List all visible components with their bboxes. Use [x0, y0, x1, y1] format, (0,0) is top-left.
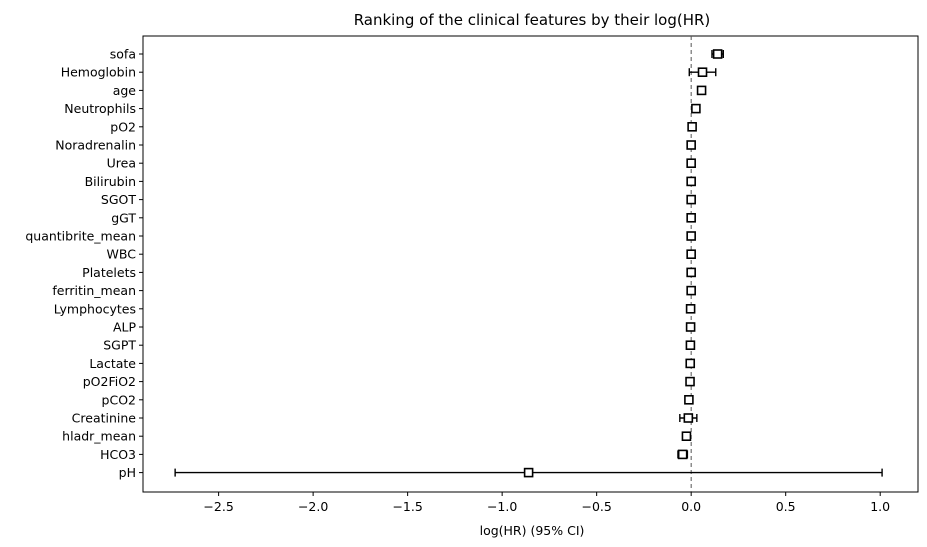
chart-title: Ranking of the clinical features by thei… — [354, 11, 711, 29]
estimate-marker-pO2 — [687, 122, 697, 132]
estimate-marker-Neutrophils — [691, 103, 701, 114]
estimate-marker-pO2FiO2 — [685, 376, 695, 387]
estimate-marker-Platelets — [686, 267, 696, 278]
y-tick-label-Neutrophils: Neutrophils — [64, 101, 136, 116]
x-tick-label: 0.0 — [681, 499, 701, 514]
estimate-marker-ALP — [685, 322, 696, 332]
estimate-marker-WBC — [686, 249, 696, 259]
x-tick-label: 1.0 — [870, 499, 890, 514]
y-tick-label-Lymphocytes: Lymphocytes — [54, 301, 136, 316]
estimate-marker-Lymphocytes — [685, 303, 696, 314]
x-tick-label: 0.5 — [776, 499, 796, 514]
y-tick-label-ALP: ALP — [113, 320, 137, 335]
y-tick-label-pH: pH — [119, 465, 136, 480]
estimate-marker-pCO2 — [684, 394, 694, 405]
x-tick-label: −2.5 — [203, 499, 233, 514]
estimate-marker-ferritin_mean — [686, 285, 696, 296]
plot-area: −2.5 −2.0 −1.5 −1.0 −0.5 0.0 0.5 1.0 sofa Hemoglo… — [25, 35, 919, 514]
y-tick-label-Urea: Urea — [107, 156, 136, 171]
x-tick-label: −1.0 — [487, 499, 517, 514]
estimate-marker-SGPT — [685, 340, 696, 351]
y-tick-label-pO2: pO2 — [110, 119, 136, 134]
estimate-marker-Bilirubin — [686, 176, 696, 187]
x-tick-label: −2.0 — [298, 499, 328, 514]
y-tick-label-Platelets: Platelets — [82, 265, 136, 280]
y-tick-label-Hemoglobin: Hemoglobin — [61, 65, 136, 80]
estimate-marker-Noradrenalin — [686, 140, 696, 150]
estimate-marker-HCO3 — [677, 449, 688, 460]
y-tick-label-ferritin_mean: ferritin_mean — [52, 283, 136, 298]
plot-frame — [142, 35, 919, 493]
estimate-marker-Hemoglobin — [697, 67, 708, 77]
y-tick-label-Creatinine: Creatinine — [72, 411, 137, 426]
estimate-marker-quantibrite_mean — [686, 231, 696, 241]
x-tick-label: −1.5 — [392, 499, 422, 514]
y-tick-label-pO2FiO2: pO2FiO2 — [83, 374, 136, 389]
y-tick-label-Lactate: Lactate — [89, 356, 136, 371]
estimate-marker-gGT — [686, 213, 696, 223]
y-tick-label-Bilirubin: Bilirubin — [85, 174, 136, 189]
y-tick-label-SGPT: SGPT — [103, 338, 136, 353]
y-tick-label-age: age — [113, 83, 137, 98]
y-tick-label-SGOT: SGOT — [101, 192, 136, 207]
y-tick-label-sofa: sofa — [110, 47, 136, 62]
estimate-marker-Creatinine — [683, 413, 694, 423]
estimate-marker-SGOT — [686, 194, 696, 205]
y-tick-label-WBC: WBC — [107, 247, 137, 262]
y-tick-label-pCO2: pCO2 — [102, 392, 136, 407]
estimate-marker-hladr_mean — [681, 431, 692, 442]
y-tick-label-HCO3: HCO3 — [100, 447, 136, 462]
y-tick-label-Noradrenalin: Noradrenalin — [55, 138, 136, 153]
x-axis-label: log(HR) (95% CI) — [480, 523, 585, 538]
y-tick-label-quantibrite_mean: quantibrite_mean — [25, 229, 136, 244]
estimate-marker-Lactate — [685, 358, 696, 369]
y-tick-label-gGT: gGT — [111, 210, 136, 225]
estimate-marker-age — [696, 85, 707, 96]
estimate-marker-Urea — [686, 158, 696, 168]
y-tick-label-hladr_mean: hladr_mean — [62, 429, 136, 444]
x-tick-label: −0.5 — [581, 499, 611, 514]
estimate-marker-sofa — [712, 49, 723, 59]
estimate-marker-pH — [523, 467, 534, 478]
